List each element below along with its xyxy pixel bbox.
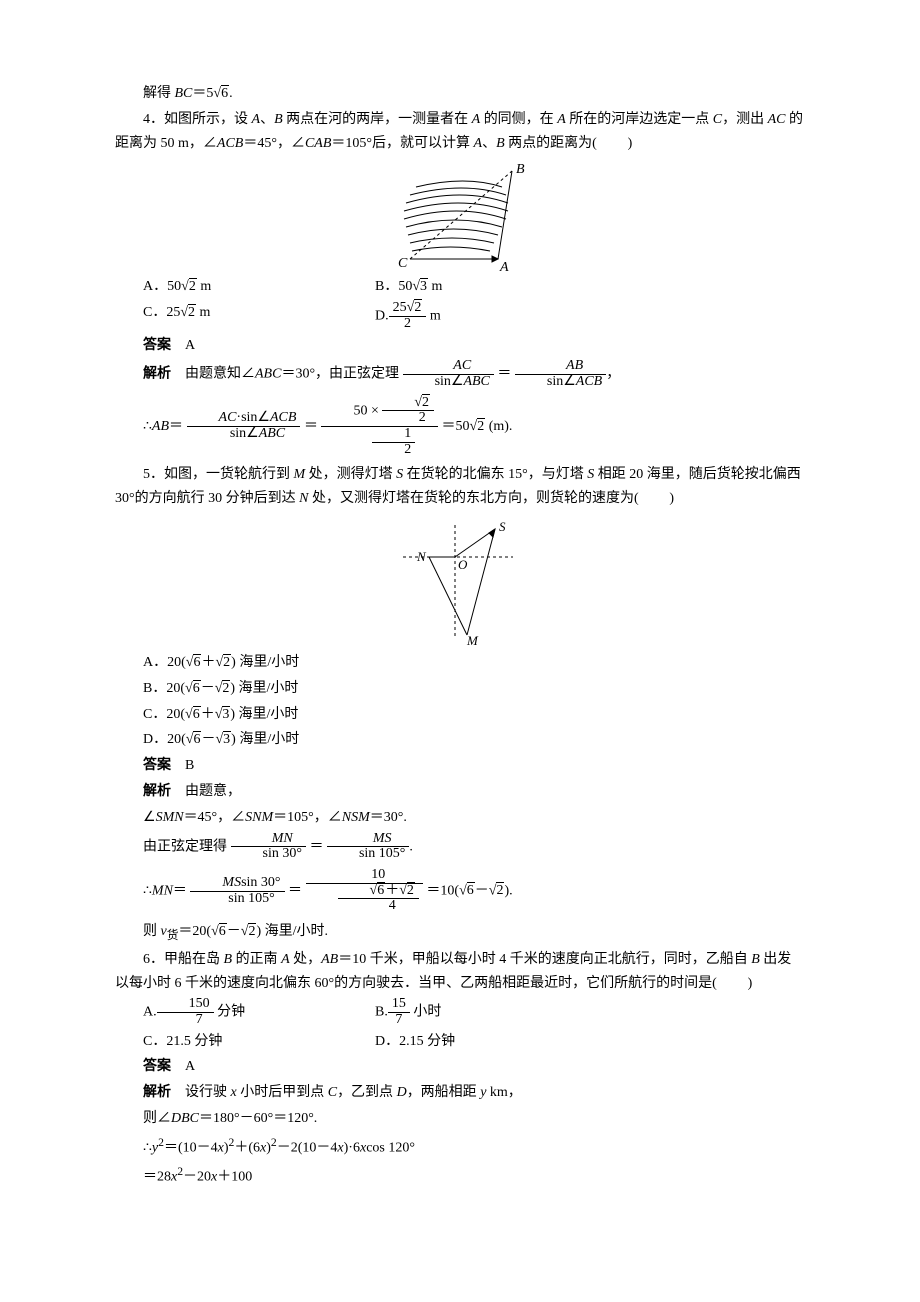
q5-opt-c: C．20(√6＋√3) 海里/小时 <box>115 703 805 727</box>
q5-figure: S N O M <box>115 517 805 647</box>
q4-opt-b: B．50√3 m <box>375 275 805 299</box>
q6-opt-a: A.1507 分钟 <box>115 997 375 1027</box>
q6-opt-b: B.157 小时 <box>375 997 805 1027</box>
q6-sol-2: 则∠DBC＝180°－60°＝120°. <box>115 1107 805 1131</box>
q6-opt-d: D．2.15 分钟 <box>375 1030 805 1054</box>
fig4-label-b: B <box>516 162 525 177</box>
q4-stem: 4．如图所示，设 A、B 两点在河的两岸，一测量者在 A 的同侧，在 A 所在的… <box>115 108 805 156</box>
q4-opt-c: C．25√2 m <box>115 301 375 331</box>
q4-options-row2: C．25√2 m D.25√22 m <box>115 301 805 331</box>
q4-solution-2: ∴AB＝ AC·sin∠ACBsin∠ABC ＝ 50 × √22 12 ＝50… <box>115 396 805 458</box>
solve-bc: 解得 BC＝5√6. <box>115 82 805 106</box>
q5-answer: 答案 B <box>115 754 805 778</box>
q5-opt-a: A．20(√6＋√2) 海里/小时 <box>115 651 805 675</box>
fig4-label-c: C <box>398 256 408 271</box>
q6-options-row2: C．21.5 分钟 D．2.15 分钟 <box>115 1030 805 1054</box>
q5-sol-2: ∠SMN＝45°，∠SNM＝105°，∠NSM＝30°. <box>115 806 805 830</box>
fig5-label-o: O <box>458 557 468 572</box>
q5-opt-b: B．20(√6－√2) 海里/小时 <box>115 677 805 701</box>
q4-opt-a: A．50√2 m <box>115 275 375 299</box>
q4-figure: B A C <box>115 161 805 271</box>
fig5-label-s: S <box>499 519 506 534</box>
q5-opt-d: D．20(√6－√3) 海里/小时 <box>115 728 805 752</box>
fig5-label-n: N <box>416 549 427 564</box>
q6-sol-3: ∴y2＝(10－4x)2＋(6x)2－2(10－4x)·6xcos 120° <box>115 1133 805 1160</box>
q6-stem: 6．甲船在岛 B 的正南 A 处，AB＝10 千米，甲船以每小时 4 千米的速度… <box>115 948 805 996</box>
q4-answer: 答案 A <box>115 334 805 358</box>
q5-sol-1: 解析 由题意， <box>115 780 805 804</box>
fig5-label-m: M <box>466 633 479 647</box>
q5-sol-4: ∴MN＝ MSsin 30°sin 105° ＝ 10 √6＋√24 ＝10(√… <box>115 868 805 914</box>
q5-sol-5: 则 v货＝20(√6－√2) 海里/小时. <box>115 920 805 946</box>
q4-options-row1: A．50√2 m B．50√3 m <box>115 275 805 299</box>
fig4-label-a: A <box>499 260 509 271</box>
q4-solution-1: 解析 由题意知∠ABC＝30°，由正弦定理 ACsin∠ABC ＝ ABsin∠… <box>115 359 805 389</box>
q6-answer: 答案 A <box>115 1055 805 1079</box>
q6-options-row1: A.1507 分钟 B.157 小时 <box>115 997 805 1027</box>
q6-sol-1: 解析 设行驶 x 小时后甲到点 C，乙到点 D，两船相距 y km， <box>115 1081 805 1105</box>
q5-stem: 5．如图，一货轮航行到 M 处，测得灯塔 S 在货轮的北偏东 15°，与灯塔 S… <box>115 463 805 511</box>
q5-sol-3: 由正弦定理得 MNsin 30° ＝ MSsin 105°. <box>115 832 805 862</box>
q6-sol-4: ＝28x2－20x＋100 <box>115 1162 805 1189</box>
q6-opt-c: C．21.5 分钟 <box>115 1030 375 1054</box>
q4-opt-d: D.25√22 m <box>375 301 805 331</box>
